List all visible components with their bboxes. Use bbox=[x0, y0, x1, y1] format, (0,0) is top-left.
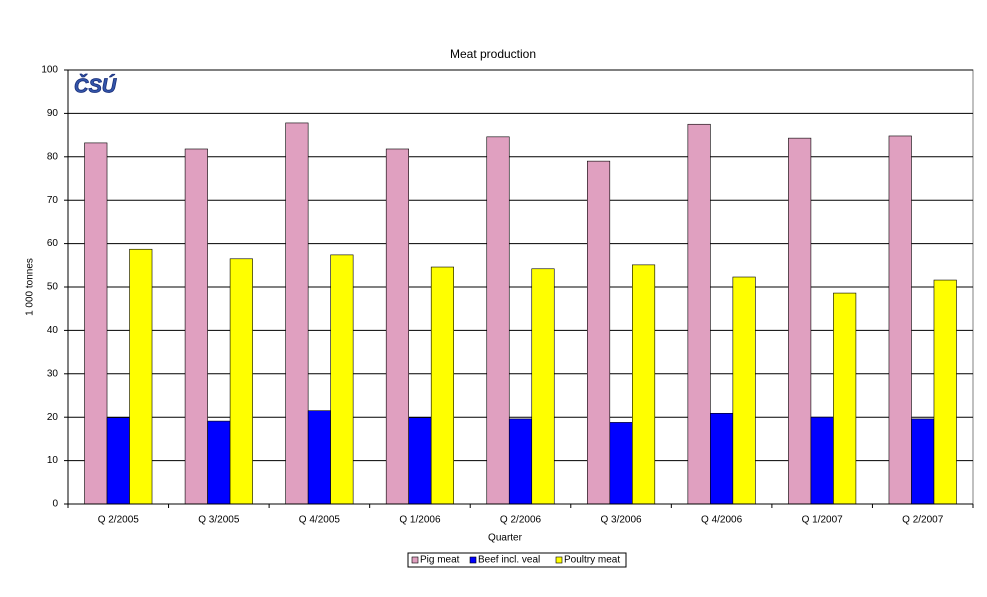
bar bbox=[184, 148, 208, 505]
y-tick-label: 0 bbox=[52, 499, 58, 510]
x-tick-label: Q 4/2006 bbox=[701, 515, 743, 526]
bar bbox=[732, 276, 756, 505]
bar bbox=[285, 122, 309, 505]
x-tick-label: Q 4/2005 bbox=[299, 515, 341, 526]
bar bbox=[129, 248, 153, 505]
y-tick-label: 50 bbox=[47, 282, 59, 293]
y-tick-label: 30 bbox=[47, 368, 59, 379]
x-tick-label: Q 1/2006 bbox=[399, 515, 441, 526]
y-tick-label: 20 bbox=[47, 412, 59, 423]
logo: ČSÚ bbox=[74, 73, 117, 97]
x-tick-label: Q 3/2005 bbox=[198, 515, 240, 526]
x-tick-label: Q 2/2005 bbox=[98, 515, 140, 526]
legend-box bbox=[407, 552, 627, 568]
legend-swatch bbox=[411, 556, 419, 564]
x-tick-label: Q 2/2007 bbox=[902, 515, 944, 526]
y-tick-label: 10 bbox=[47, 455, 59, 466]
bar bbox=[933, 279, 957, 505]
bar bbox=[687, 123, 711, 505]
bar bbox=[229, 258, 253, 505]
chart-title: Meat production bbox=[450, 47, 536, 61]
bar bbox=[609, 422, 633, 505]
legend-label: Pig meat bbox=[420, 555, 460, 566]
bar bbox=[888, 135, 912, 505]
y-tick-label: 90 bbox=[47, 108, 59, 119]
y-tick-label: 60 bbox=[47, 238, 59, 249]
x-axis-label: Quarter bbox=[488, 533, 523, 544]
x-tick-label: Q 2/2006 bbox=[500, 515, 542, 526]
y-tick-label: 100 bbox=[41, 65, 58, 76]
bar bbox=[408, 417, 432, 505]
bar bbox=[531, 268, 555, 505]
bar bbox=[106, 417, 130, 505]
bar bbox=[330, 254, 354, 505]
bar bbox=[385, 148, 409, 505]
bar bbox=[788, 137, 812, 505]
bar bbox=[632, 264, 656, 505]
bar bbox=[508, 418, 533, 505]
bar bbox=[207, 420, 231, 505]
bar bbox=[84, 142, 108, 505]
bar bbox=[307, 410, 331, 505]
y-tick-label: 70 bbox=[47, 195, 59, 206]
bar bbox=[911, 418, 935, 505]
bar bbox=[833, 292, 857, 505]
legend-swatch bbox=[555, 556, 563, 564]
bar bbox=[587, 160, 611, 505]
legend-label: Poultry meat bbox=[564, 555, 620, 566]
bar bbox=[710, 412, 734, 505]
legend-label: Beef incl. veal bbox=[478, 555, 540, 566]
x-tick-label: Q 3/2006 bbox=[600, 515, 642, 526]
x-tick-label: Q 1/2007 bbox=[802, 515, 844, 526]
bar bbox=[430, 266, 454, 505]
y-tick-label: 80 bbox=[47, 151, 59, 162]
bar bbox=[810, 416, 834, 505]
y-tick-label: 40 bbox=[47, 325, 59, 336]
y-axis-label: 1 000 tonnes bbox=[25, 258, 36, 316]
legend-swatch bbox=[469, 556, 477, 564]
bar bbox=[486, 136, 510, 505]
